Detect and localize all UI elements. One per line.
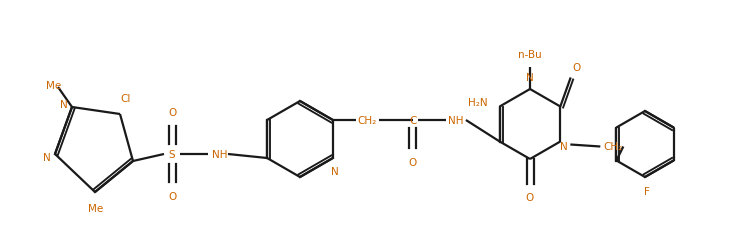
- Text: N: N: [43, 152, 51, 162]
- Text: N: N: [331, 166, 338, 176]
- Text: N: N: [60, 100, 68, 110]
- Text: CH₂: CH₂: [604, 142, 623, 152]
- Text: O: O: [526, 192, 534, 202]
- Text: S: S: [169, 149, 175, 159]
- Text: H₂N: H₂N: [468, 97, 488, 107]
- Text: O: O: [168, 191, 176, 201]
- Text: n-Bu: n-Bu: [518, 50, 542, 60]
- Text: F: F: [644, 186, 650, 196]
- Text: N: N: [561, 141, 568, 151]
- Text: NH: NH: [448, 115, 463, 125]
- Text: NH: NH: [212, 149, 228, 159]
- Text: O: O: [168, 108, 176, 117]
- Text: Me: Me: [88, 203, 104, 213]
- Text: Me: Me: [46, 81, 61, 91]
- Text: C: C: [409, 115, 417, 125]
- Text: N: N: [526, 73, 534, 83]
- Text: O: O: [409, 158, 417, 167]
- Text: CH₂: CH₂: [357, 115, 376, 125]
- Text: O: O: [572, 62, 580, 72]
- Text: Cl: Cl: [121, 94, 131, 104]
